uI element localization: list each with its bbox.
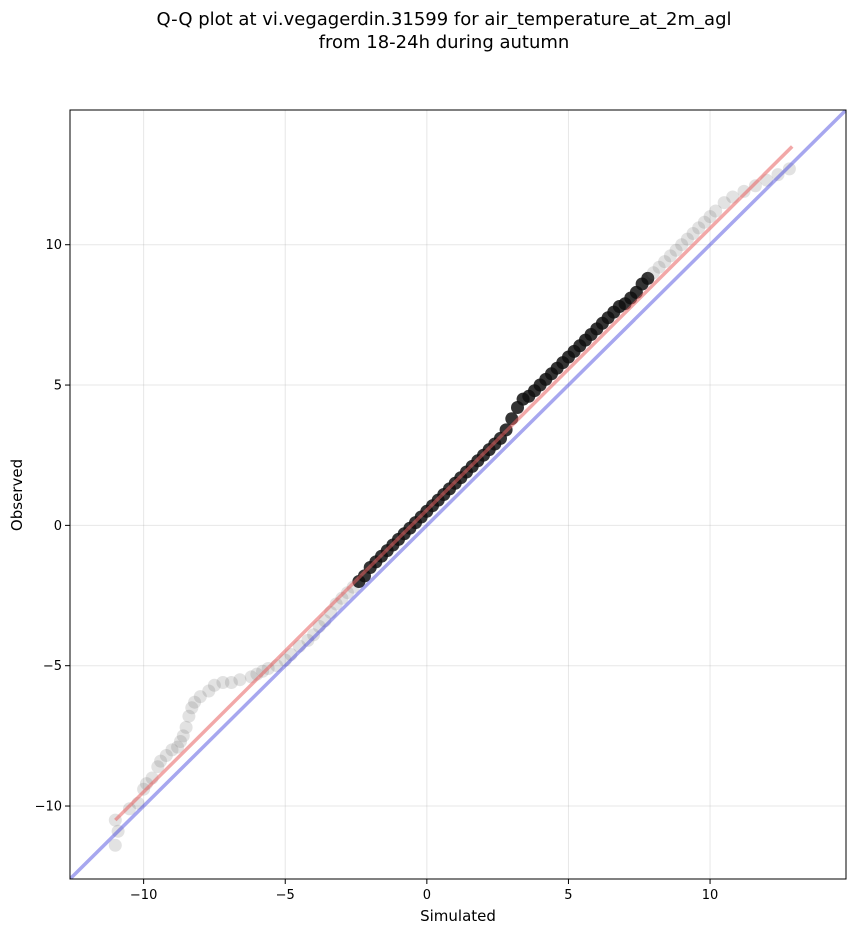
scatter-point — [182, 709, 196, 723]
plot-frame — [69, 109, 847, 880]
scatter-point — [165, 743, 179, 757]
scatter-point — [717, 196, 731, 210]
scatter-point — [697, 215, 711, 229]
grid-lines — [70, 110, 846, 879]
y-tick-label-1: −5 — [43, 659, 62, 674]
scatter-point — [703, 210, 717, 224]
scatter-point — [233, 673, 247, 687]
chart-title: Q-Q plot at vi.vegagerdin.31599 for air_… — [157, 9, 732, 53]
scatter-point — [207, 678, 221, 692]
x-tick-label-3: 5 — [564, 888, 572, 903]
scatter-point — [224, 676, 238, 689]
scatter-point — [301, 633, 315, 647]
scatter-point — [292, 639, 306, 653]
scatter-point — [709, 204, 723, 218]
scatter-point — [176, 729, 190, 743]
scatter-point — [307, 628, 321, 642]
scatter-point — [686, 227, 700, 240]
scatter-point — [680, 232, 694, 246]
scatter-point — [663, 249, 677, 263]
x-tick-label-1: −5 — [276, 888, 295, 903]
x-tick-label-2: 0 — [423, 888, 431, 903]
scatter-point — [137, 782, 151, 796]
scatter-point — [154, 754, 168, 768]
scatter-point — [202, 684, 216, 698]
x-axis-ticks: −10 −5 0 5 10 — [130, 879, 718, 903]
scatter-point — [111, 824, 125, 838]
scatter-point — [335, 591, 349, 605]
identity-line — [70, 110, 846, 879]
scatter-point — [159, 749, 173, 762]
chart-title-line-2: from 18-24h during autumn — [319, 32, 570, 53]
scatter-point — [216, 676, 230, 689]
scatter-point — [174, 735, 187, 748]
y-tick-label-4: 10 — [45, 238, 62, 253]
scatter-point — [185, 701, 199, 715]
scatter-point — [278, 653, 292, 667]
scatter-point — [658, 255, 672, 269]
x-tick-label-4: 10 — [702, 888, 719, 903]
scatter-point — [108, 838, 122, 852]
y-tick-label-0: −10 — [35, 800, 62, 815]
scatter-point — [692, 221, 706, 235]
scatter-point — [318, 614, 332, 628]
scatter-point — [341, 586, 354, 600]
plot-area — [70, 110, 846, 879]
x-tick-label-0: −10 — [130, 888, 157, 903]
y-axis-label: Observed — [8, 459, 26, 531]
x-axis-label: Simulated — [420, 907, 496, 925]
scatter-point — [188, 695, 202, 709]
chart-title-line-1: Q-Q plot at vi.vegagerdin.31599 for air_… — [157, 9, 732, 30]
scatter-point — [646, 266, 660, 280]
scatter-point — [782, 162, 796, 176]
fit-line — [114, 145, 794, 822]
y-tick-label-3: 5 — [54, 379, 62, 394]
scatter-point — [284, 648, 298, 661]
y-tick-label-2: 0 — [54, 519, 62, 534]
scatter-point — [771, 168, 785, 182]
scatter-point — [652, 260, 666, 274]
y-axis-ticks: −10 −5 0 5 10 — [35, 238, 70, 815]
scatter-point — [151, 760, 165, 774]
scatter-point — [669, 243, 683, 257]
scatter-point — [171, 740, 185, 754]
scatter-point — [641, 271, 655, 285]
scatter-point — [312, 619, 326, 633]
scatter-point — [193, 690, 207, 704]
scatter-point — [123, 802, 136, 816]
scatter-point — [179, 720, 193, 734]
scatter-point — [748, 179, 762, 193]
scatter-point — [329, 597, 343, 611]
scatter-point — [737, 184, 751, 198]
scatter-points — [108, 162, 796, 852]
scatter-point — [675, 238, 689, 252]
reference-lines — [70, 110, 846, 879]
